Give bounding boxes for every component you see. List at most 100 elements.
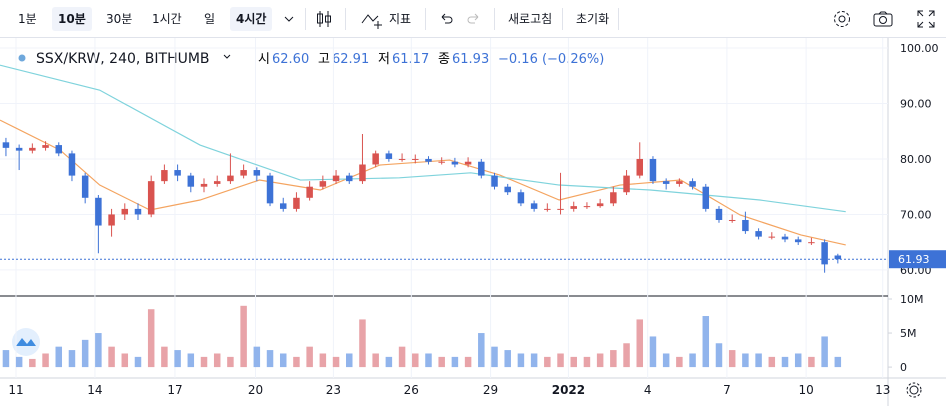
volume-bar xyxy=(438,356,445,368)
separator xyxy=(305,8,306,30)
candle-body xyxy=(385,153,393,159)
change-value: −0.16 (−0.26%) xyxy=(498,52,604,67)
candle-body xyxy=(649,158,657,182)
candle-body xyxy=(346,175,353,182)
candle-body xyxy=(161,170,168,182)
candle-body xyxy=(742,219,749,232)
ohlc-value: 62.91 xyxy=(332,52,369,67)
ohlc-label: 저 xyxy=(378,52,390,67)
volume-bar xyxy=(504,350,511,368)
candle-body xyxy=(689,181,696,187)
interval-button[interactable]: 일 xyxy=(204,12,216,26)
volume-bar xyxy=(332,356,340,368)
volume-bar xyxy=(755,353,762,368)
volume-bar xyxy=(213,353,221,368)
candle-body xyxy=(557,208,564,210)
candle-body xyxy=(95,197,102,226)
candle-body xyxy=(200,183,208,187)
settings-button[interactable] xyxy=(906,382,922,398)
separator xyxy=(562,8,563,30)
volume-bar xyxy=(279,353,287,368)
ohlc-label: 종 xyxy=(438,52,450,67)
x-tick-label: 26 xyxy=(404,383,419,397)
candle-body xyxy=(306,186,313,198)
volume-bar xyxy=(161,346,168,368)
volume-bar xyxy=(147,309,155,368)
moving-average-line xyxy=(0,119,846,246)
indicator-icon[interactable] xyxy=(360,9,384,29)
volume-bar xyxy=(517,353,525,368)
volume-bar xyxy=(728,350,736,368)
volume-bar xyxy=(689,353,696,368)
candle-body xyxy=(187,175,195,187)
interval-button[interactable]: 10분 xyxy=(52,7,92,31)
candle-body xyxy=(108,214,115,226)
dropdown-icon[interactable] xyxy=(282,12,296,26)
volume-bar xyxy=(42,353,49,368)
candle-body xyxy=(279,203,287,209)
volume-bar xyxy=(412,353,419,368)
volume-bar xyxy=(623,343,630,368)
candle-body xyxy=(755,231,762,237)
interval-button[interactable]: 30분 xyxy=(106,12,133,26)
candle-body xyxy=(174,170,181,176)
volume-bar xyxy=(464,356,472,368)
volume-bar xyxy=(15,356,23,368)
x-tick-label: 23 xyxy=(326,383,341,397)
separator xyxy=(494,8,495,30)
screenshot-icon[interactable] xyxy=(872,9,894,29)
redo-icon[interactable] xyxy=(466,11,482,27)
candle-body xyxy=(794,239,802,243)
last-price-badge xyxy=(889,250,946,269)
indicators-button[interactable]: 지표 xyxy=(389,12,412,26)
candle-body xyxy=(623,175,630,193)
x-tick-label: 11 xyxy=(8,383,23,397)
candle-body xyxy=(781,236,789,240)
legend: SSX/KRW, 240, BITHUMB 시 62.60 고 62.91 저 … xyxy=(18,51,604,67)
volume-bar xyxy=(636,319,644,368)
interval-button[interactable]: 4시간 xyxy=(230,7,273,31)
candle-body xyxy=(570,206,577,209)
volume-bar xyxy=(544,356,551,368)
settings-icon[interactable] xyxy=(832,9,852,29)
y2-tick-label: 10M xyxy=(900,293,924,306)
candle-body xyxy=(68,153,76,176)
undo-icon[interactable] xyxy=(438,11,454,27)
volume-bar xyxy=(596,353,604,368)
refresh-button[interactable]: 새로고침 xyxy=(508,12,553,26)
separator xyxy=(618,8,619,30)
ohlc-value: 61.93 xyxy=(452,52,489,67)
y-tick-label: 90.00 xyxy=(900,97,932,110)
candle-body xyxy=(517,192,525,204)
candle-body xyxy=(425,158,432,162)
ohlc-value: 62.60 xyxy=(272,52,309,67)
volume-bar xyxy=(715,343,723,368)
plot xyxy=(0,38,888,378)
candle-body xyxy=(662,181,670,184)
candle-body xyxy=(451,161,459,165)
candle-body xyxy=(372,153,379,165)
volume-bar xyxy=(781,356,789,368)
candle-body xyxy=(398,158,406,160)
fullscreen-icon[interactable] xyxy=(916,9,936,29)
candle-body xyxy=(81,175,89,198)
volume-bar xyxy=(768,356,776,368)
y-tick-label: 80.00 xyxy=(900,153,932,166)
interval-button[interactable]: 1분 xyxy=(18,12,37,26)
reset-button[interactable]: 초기화 xyxy=(576,12,610,26)
status-dot xyxy=(18,54,26,62)
volume-bar xyxy=(425,353,432,368)
volume-bar xyxy=(570,356,577,368)
volume-bar xyxy=(372,353,379,368)
dropdown-icon[interactable] xyxy=(223,54,231,59)
interval-button[interactable]: 1시간 xyxy=(152,12,182,26)
volume-bar xyxy=(134,356,142,368)
chart-style-icon[interactable] xyxy=(314,9,334,29)
y-tick-label: 100.00 xyxy=(900,42,939,55)
candle-body xyxy=(715,208,723,220)
candle-body xyxy=(544,208,551,210)
candle-body xyxy=(55,145,63,154)
symbol-title: SSX/KRW, 240, BITHUMB xyxy=(36,51,210,67)
volume-bar xyxy=(187,353,195,368)
